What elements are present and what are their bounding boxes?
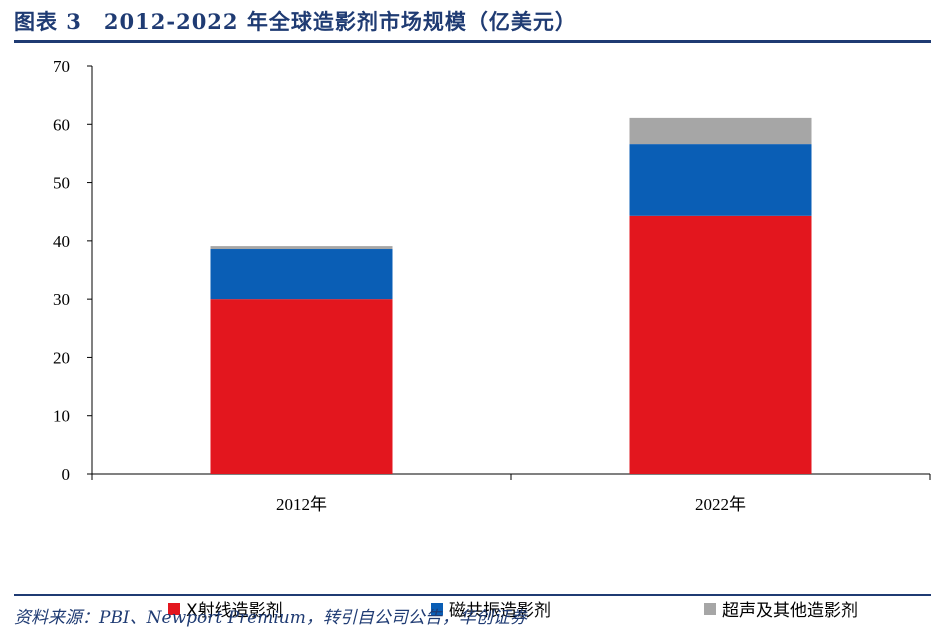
legend-swatch xyxy=(431,602,443,615)
legend-swatch xyxy=(704,602,716,615)
legend-label: 磁共振造影剂 xyxy=(449,601,551,621)
chart-legend: X射线造影剂 磁共振造影剂 超声及其他造影剂 xyxy=(0,592,933,622)
footer-rule xyxy=(14,594,931,596)
legend-label: 超声及其他造影剂 xyxy=(722,601,858,621)
bar-segment xyxy=(629,117,812,145)
legend-item: 磁共振造影剂 xyxy=(431,596,551,621)
source-note: 资料来源：PBI、Newport Premium，转引自公司公告，华创证券 xyxy=(14,608,527,628)
figure-header: 图表 3 2012-2022 年全球造影剂市场规模（亿美元） xyxy=(0,0,933,44)
figure-title: 图表 3 2012-2022 年全球造影剂市场规模（亿美元） xyxy=(14,9,577,34)
y-tick-label: 20 xyxy=(53,348,70,367)
y-tick-label: 60 xyxy=(53,115,70,134)
legend-swatch xyxy=(168,602,180,615)
bar-segment xyxy=(629,144,812,216)
y-tick-label: 30 xyxy=(53,290,70,309)
stacked-bar-chart: 0 10 20 30 40 50 60 70 2012年 2022年 xyxy=(53,57,931,514)
bar-segment xyxy=(629,215,812,474)
y-tick-label: 10 xyxy=(53,407,70,426)
bar-segment xyxy=(210,299,393,474)
legend-label: X射线造影剂 xyxy=(186,601,283,621)
chart-area: 0 10 20 30 40 50 60 70 2012年 2022年 X射线造影剂 磁共振造影剂 超声… xyxy=(0,44,933,621)
y-tick-label: 40 xyxy=(53,232,70,251)
x-tick-label: 2012年 xyxy=(276,495,327,514)
header-rule xyxy=(14,40,931,43)
bar-segment xyxy=(210,246,393,250)
y-tick-label: 0 xyxy=(62,465,71,484)
x-tick-label: 2022年 xyxy=(695,495,746,514)
legend-item: X射线造影剂 xyxy=(168,596,283,621)
y-tick-label: 50 xyxy=(53,174,70,193)
y-tick-label: 70 xyxy=(53,57,70,76)
bar-segment xyxy=(210,249,393,300)
legend-item: 超声及其他造影剂 xyxy=(704,596,858,621)
